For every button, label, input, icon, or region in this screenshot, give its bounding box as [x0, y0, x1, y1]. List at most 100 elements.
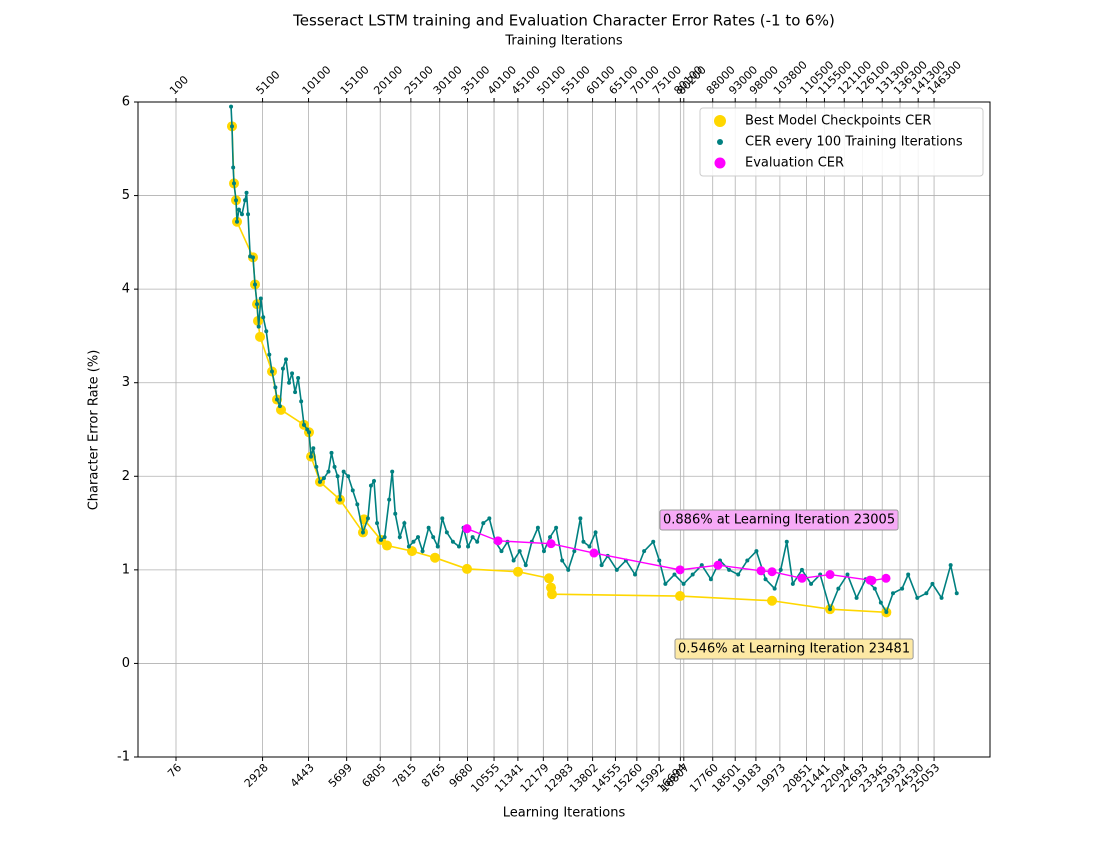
point: [365, 516, 370, 521]
point: [461, 563, 472, 574]
x2-tick-label: 100: [167, 73, 191, 97]
point: [642, 549, 647, 554]
point: [275, 397, 280, 402]
point: [535, 525, 540, 530]
x-tick-label: 5699: [326, 761, 355, 790]
point: [948, 563, 953, 568]
point: [470, 535, 475, 540]
point: [884, 609, 889, 614]
annotation: 0.546% at Learning Iteration 23481: [678, 642, 910, 657]
point: [308, 454, 313, 459]
y-axis-label: Character Error Rate (%): [87, 350, 102, 511]
point: [523, 563, 528, 568]
point: [397, 535, 402, 540]
point: [236, 207, 241, 212]
point: [614, 567, 619, 572]
point: [255, 302, 260, 307]
x2-tick-label: 35100: [459, 63, 493, 97]
point: [416, 535, 421, 540]
point: [393, 511, 398, 516]
point: [915, 595, 920, 600]
series-line: [466, 528, 887, 582]
annotation: 0.886% at Learning Iteration 23005: [663, 513, 895, 528]
point: [954, 591, 959, 596]
point: [481, 521, 486, 526]
y-tick-label: 3: [122, 375, 130, 390]
legend-marker: [714, 115, 726, 127]
x2-axis-label: Training Iterations: [504, 34, 623, 49]
point: [332, 464, 337, 469]
point: [444, 530, 449, 535]
legend-marker: [717, 139, 723, 145]
point: [708, 577, 713, 582]
point: [290, 371, 295, 376]
point: [287, 380, 292, 385]
x2-tick-label: 25100: [402, 63, 436, 97]
point: [440, 516, 445, 521]
point: [296, 376, 301, 381]
point: [317, 479, 322, 484]
chart-title: Tesseract LSTM training and Evaluation C…: [292, 12, 835, 30]
point: [756, 566, 766, 576]
point: [350, 488, 355, 493]
point: [675, 565, 685, 575]
point: [663, 581, 668, 586]
point: [767, 595, 778, 606]
point: [314, 464, 319, 469]
point: [881, 573, 891, 583]
y-tick-label: -1: [117, 750, 130, 765]
plot-area: [226, 104, 959, 618]
point: [825, 570, 835, 580]
point: [456, 544, 461, 549]
point: [836, 586, 841, 591]
point: [368, 483, 373, 488]
point: [283, 357, 288, 362]
point: [544, 573, 555, 584]
point: [872, 586, 877, 591]
legend-label: Evaluation CER: [745, 156, 844, 171]
point: [541, 549, 546, 554]
point: [450, 539, 455, 544]
x-tick-label: 4443: [288, 761, 317, 790]
x-tick-label: 2928: [242, 761, 271, 790]
point: [681, 581, 686, 586]
point: [255, 331, 266, 342]
point: [375, 521, 380, 526]
x2-tick-label: 30100: [431, 63, 465, 97]
point: [593, 530, 598, 535]
point: [390, 469, 395, 474]
x-tick-label: 7815: [390, 761, 419, 790]
point: [930, 581, 935, 586]
point: [382, 535, 387, 540]
y-tick-label: 4: [122, 282, 130, 297]
point: [258, 296, 263, 301]
point: [790, 581, 795, 586]
point: [466, 544, 471, 549]
point: [727, 567, 732, 572]
point: [581, 539, 586, 544]
plot-frame: [137, 101, 991, 758]
legend-marker: [714, 157, 726, 169]
y-tick-label: 6: [122, 95, 130, 110]
y-tick-label: 1: [122, 562, 130, 577]
point: [578, 516, 583, 521]
point: [381, 540, 392, 551]
x-tick-label: 8765: [419, 761, 448, 790]
point: [763, 577, 768, 582]
point: [560, 558, 565, 563]
point: [326, 469, 331, 474]
point: [277, 404, 282, 409]
point: [293, 390, 298, 395]
point: [512, 566, 523, 577]
point: [244, 190, 249, 195]
point: [360, 530, 365, 535]
point: [338, 497, 343, 502]
point: [778, 567, 783, 572]
legend-label: Best Model Checkpoints CER: [745, 114, 931, 129]
legend-label: CER every 100 Training Iterations: [745, 135, 963, 150]
point: [772, 586, 777, 591]
point: [250, 255, 255, 260]
point: [435, 544, 440, 549]
point: [406, 544, 411, 549]
point: [745, 558, 750, 563]
